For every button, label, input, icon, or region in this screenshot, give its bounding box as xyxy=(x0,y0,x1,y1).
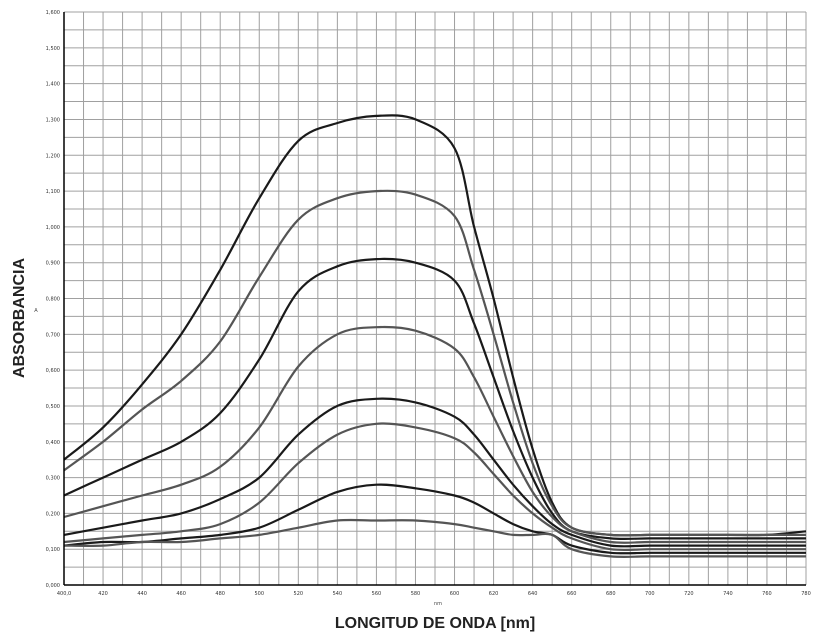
x-tick-label: 740 xyxy=(723,591,733,597)
y-tick-label: 0,700 xyxy=(46,332,60,338)
y-tick-label: 1,500 xyxy=(46,46,60,52)
x-tick-label: 620 xyxy=(489,591,499,597)
x-tick-label: 780 xyxy=(801,591,811,597)
y-axis-unit: A xyxy=(34,308,38,314)
x-tick-label: 420 xyxy=(98,591,108,597)
x-tick-label: 760 xyxy=(762,591,772,597)
absorbance-curve-2 xyxy=(63,189,806,537)
y-tick-label: 0,100 xyxy=(46,547,60,553)
y-tick-label: 0,500 xyxy=(46,404,60,410)
absorbance-curve-8 xyxy=(63,518,806,558)
x-tick-label: 640 xyxy=(528,591,538,597)
x-tick-label: 660 xyxy=(567,591,577,597)
y-tick-label: 1,300 xyxy=(46,117,60,123)
x-tick-label: 680 xyxy=(606,591,616,597)
absorbance-curve-5 xyxy=(63,397,806,548)
x-tick-label: 520 xyxy=(294,591,304,597)
absorbance-curve-6 xyxy=(63,422,806,552)
y-tick-label: 1,400 xyxy=(46,82,60,88)
y-tick-label: 0,300 xyxy=(46,476,60,482)
x-tick-label: 600 xyxy=(450,591,460,597)
y-tick-label: 0,800 xyxy=(46,297,60,303)
x-tick-label: 700 xyxy=(645,591,655,597)
x-tick-label: 460 xyxy=(176,591,186,597)
x-tick-label: 400,0 xyxy=(57,591,71,597)
y-axis-label: ABSORBANCIA xyxy=(11,258,28,378)
absorbance-curve-4 xyxy=(63,325,806,544)
y-tick-label: 1,000 xyxy=(46,225,60,231)
y-tick-label: 1,600 xyxy=(46,10,60,16)
absorbance-curve-7 xyxy=(63,483,806,555)
axes xyxy=(63,12,806,586)
y-tick-label: 1,200 xyxy=(46,153,60,159)
x-tick-label: 440 xyxy=(137,591,147,597)
x-tick-label: 580 xyxy=(411,591,421,597)
series-group xyxy=(63,114,807,558)
y-tick-label: 0,900 xyxy=(46,261,60,267)
x-tick-label: 560 xyxy=(372,591,382,597)
x-axis-unit: nm xyxy=(434,601,442,607)
x-tick-label: 540 xyxy=(333,591,343,597)
y-tick-label: 0,000 xyxy=(46,583,60,589)
y-tick-label: 1,100 xyxy=(46,189,60,195)
y-tick-label: 0,400 xyxy=(46,440,60,446)
y-tick-label: 0,200 xyxy=(46,511,60,517)
x-tick-label: 480 xyxy=(215,591,225,597)
tick-labels: 0,000 0,100 0,200 0,300 0,400 0,500 0,600 0,700… xyxy=(46,10,811,597)
y-tick-label: 0,600 xyxy=(46,368,60,374)
x-axis-label: LONGITUD DE ONDA [nm] xyxy=(335,615,535,632)
absorbance-curve-3 xyxy=(63,257,806,541)
x-tick-label: 500 xyxy=(254,591,264,597)
grid xyxy=(63,11,807,586)
x-tick-label: 720 xyxy=(684,591,694,597)
